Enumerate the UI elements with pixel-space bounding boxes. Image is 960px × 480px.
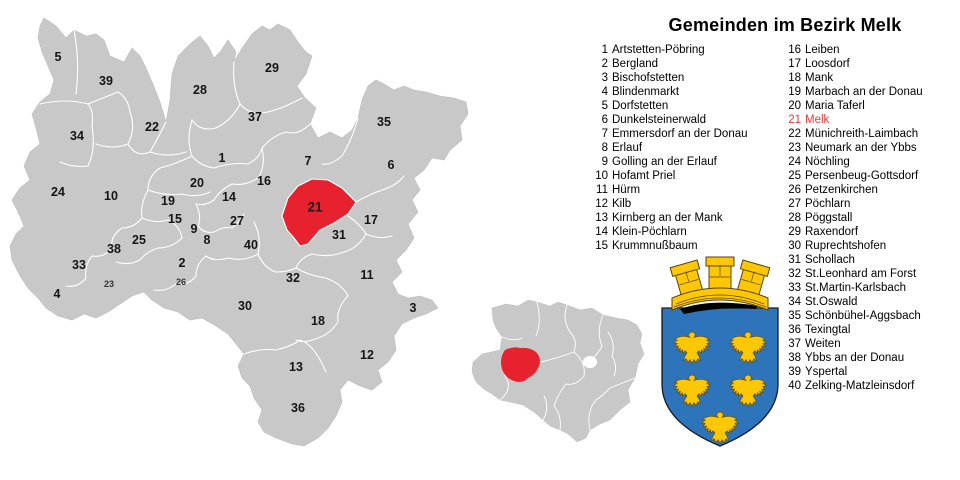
map-label-36: 36 <box>291 401 305 415</box>
map-label-12: 12 <box>360 348 374 362</box>
map-label-38: 38 <box>107 242 121 256</box>
map-labels: 5 39 29 28 37 22 34 35 1 7 6 16 20 24 10 14 19 21 15 17 27 9 3… <box>0 0 480 470</box>
municipality-item: 31 Schollach <box>788 254 855 266</box>
municipality-item: 7 Emmersdorf an der Donau <box>601 128 748 140</box>
municipality-item: 20 Maria Taferl <box>788 100 865 112</box>
municipality-item: 10 Hofamt Priel <box>595 170 676 182</box>
coat-of-arms <box>661 256 779 447</box>
map-label-40: 40 <box>244 238 258 252</box>
map-label-26: 26 <box>175 277 187 287</box>
map-label-13: 13 <box>289 360 303 374</box>
map-label-18: 18 <box>311 314 325 328</box>
map-label-24: 24 <box>51 185 65 199</box>
map-label-17: 17 <box>364 213 378 227</box>
map-label-4: 4 <box>53 287 61 301</box>
melk-region-highlight <box>281 178 357 247</box>
locator-stpoelten-hole <box>583 356 597 368</box>
municipality-item: 9 Golling an der Erlauf <box>601 156 717 168</box>
municipality-item: 25 Persenbeug-Gottsdorf <box>788 170 919 182</box>
map-label-21: 21 <box>307 199 323 215</box>
map-label-7: 7 <box>304 154 312 168</box>
municipality-item: 30 Ruprechtshofen <box>788 240 887 252</box>
crown <box>669 256 771 311</box>
municipality-item: 13 Kirnberg an der Mank <box>595 212 723 224</box>
municipality-item: 23 Neumark an der Ybbs <box>788 142 917 154</box>
municipality-item: 26 Petzenkirchen <box>788 184 878 196</box>
map-label-3: 3 <box>409 301 417 315</box>
municipality-item: 19 Marbach an der Donau <box>788 86 923 98</box>
municipality-item: 35 Schönbühel-Aggsbach <box>788 310 921 322</box>
map-label-5: 5 <box>54 50 62 64</box>
map-label-32: 32 <box>286 271 300 285</box>
map-label-30: 30 <box>238 299 252 313</box>
map-label-15: 15 <box>168 212 182 226</box>
map-label-33: 33 <box>72 258 86 272</box>
municipality-item: 29 Raxendorf <box>788 226 859 238</box>
map-label-14: 14 <box>222 190 236 204</box>
municipality-item: 22 Münichreith-Laimbach <box>788 128 919 140</box>
municipality-list-right: 16 Leiben 17 Loosdorf 18 Mank 19 Marbach an der… <box>785 43 923 393</box>
crown-shadow <box>680 302 758 314</box>
municipality-item: 6 Dunkelsteinerwald <box>601 114 706 126</box>
municipality-item: 18 Mank <box>788 72 834 84</box>
district-map <box>9 17 469 447</box>
map-label-35: 35 <box>377 115 391 129</box>
district-outline <box>9 17 469 447</box>
map-label-10: 10 <box>104 189 118 203</box>
municipality-item: 27 Pöchlarn <box>788 198 851 210</box>
municipality-item: 37 Weiten <box>788 338 841 350</box>
municipality-item: 17 Loosdorf <box>788 58 850 70</box>
municipality-item: 38 Ybbs an der Donau <box>788 352 905 364</box>
municipality-item: 36 Texingtal <box>788 324 851 336</box>
municipality-item: 8 Erlauf <box>601 142 643 154</box>
municipality-item: 40 Zelking-Matzleinsdorf <box>788 380 915 392</box>
municipality-borders <box>39 29 405 373</box>
municipality-item: 24 Nöchling <box>788 156 850 168</box>
municipality-item: 4 Blindenmarkt <box>601 86 680 98</box>
page-title: Gemeinden im Bezirk Melk <box>668 15 902 35</box>
map-label-9: 9 <box>190 222 198 236</box>
map-label-2: 2 <box>178 256 186 270</box>
municipality-item: 16 Leiben <box>788 44 840 56</box>
map-label-16: 16 <box>257 174 271 188</box>
locator-district-borders <box>499 301 636 431</box>
map-label-23: 23 <box>103 279 115 289</box>
map-label-20: 20 <box>190 176 204 190</box>
municipality-item: 39 Yspertal <box>788 366 848 378</box>
map-label-29: 29 <box>265 61 279 75</box>
locator-map <box>471 299 645 443</box>
map-label-25: 25 <box>132 233 146 247</box>
map-label-39: 39 <box>99 74 113 88</box>
municipality-item: 34 St.Oswald <box>788 296 858 308</box>
map-label-1: 1 <box>218 151 226 165</box>
municipality-item: 3 Bischofstetten <box>601 72 685 84</box>
municipality-item: 14 Klein-Pöchlarn <box>595 226 687 238</box>
map-label-28: 28 <box>193 83 207 97</box>
map-label-19: 19 <box>161 194 175 208</box>
map-label-27: 27 <box>230 214 244 228</box>
municipality-item: 28 Pöggstall <box>788 212 853 224</box>
municipality-item: 5 Dorfstetten <box>601 100 669 112</box>
map-label-37: 37 <box>248 110 262 124</box>
municipality-item: 32 St.Leonhard am Forst <box>788 268 917 280</box>
municipality-list-left: 1 Artstetten-Pöbring 2 Bergland 3 Bischofstet… <box>592 43 748 253</box>
map-label-22: 22 <box>145 120 159 134</box>
municipality-item: 33 St.Martin-Karlsbach <box>788 282 906 294</box>
municipality-item: 12 Kilb <box>595 198 632 210</box>
municipality-item: 1 Artstetten-Pöbring <box>601 44 705 56</box>
municipality-item: 11 Hürm <box>596 184 641 196</box>
map-label-34: 34 <box>70 129 84 143</box>
municipality-item: 15 Krummnußbaum <box>595 240 698 252</box>
map-label-31: 31 <box>332 228 346 242</box>
locator-outline <box>471 299 645 443</box>
map-label-11: 11 <box>360 268 374 282</box>
map-label-6: 6 <box>387 158 395 172</box>
locator-melk-highlight <box>501 347 540 382</box>
municipality-item: 21 Melk <box>788 114 830 126</box>
municipality-item: 2 Bergland <box>601 58 659 70</box>
map-label-8: 8 <box>203 233 211 247</box>
